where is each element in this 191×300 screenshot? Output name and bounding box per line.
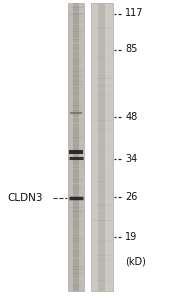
Text: 19: 19	[125, 232, 137, 242]
Bar	[91, 3, 113, 291]
Bar	[68, 3, 84, 291]
Text: 26: 26	[125, 191, 138, 202]
Text: 34: 34	[125, 154, 137, 164]
Text: CLDN3: CLDN3	[8, 193, 43, 203]
Text: 117: 117	[125, 8, 144, 19]
Text: (kD): (kD)	[125, 256, 146, 266]
Bar	[98, 3, 105, 291]
Text: 48: 48	[125, 112, 137, 122]
Text: 85: 85	[125, 44, 138, 55]
Bar	[73, 3, 79, 291]
